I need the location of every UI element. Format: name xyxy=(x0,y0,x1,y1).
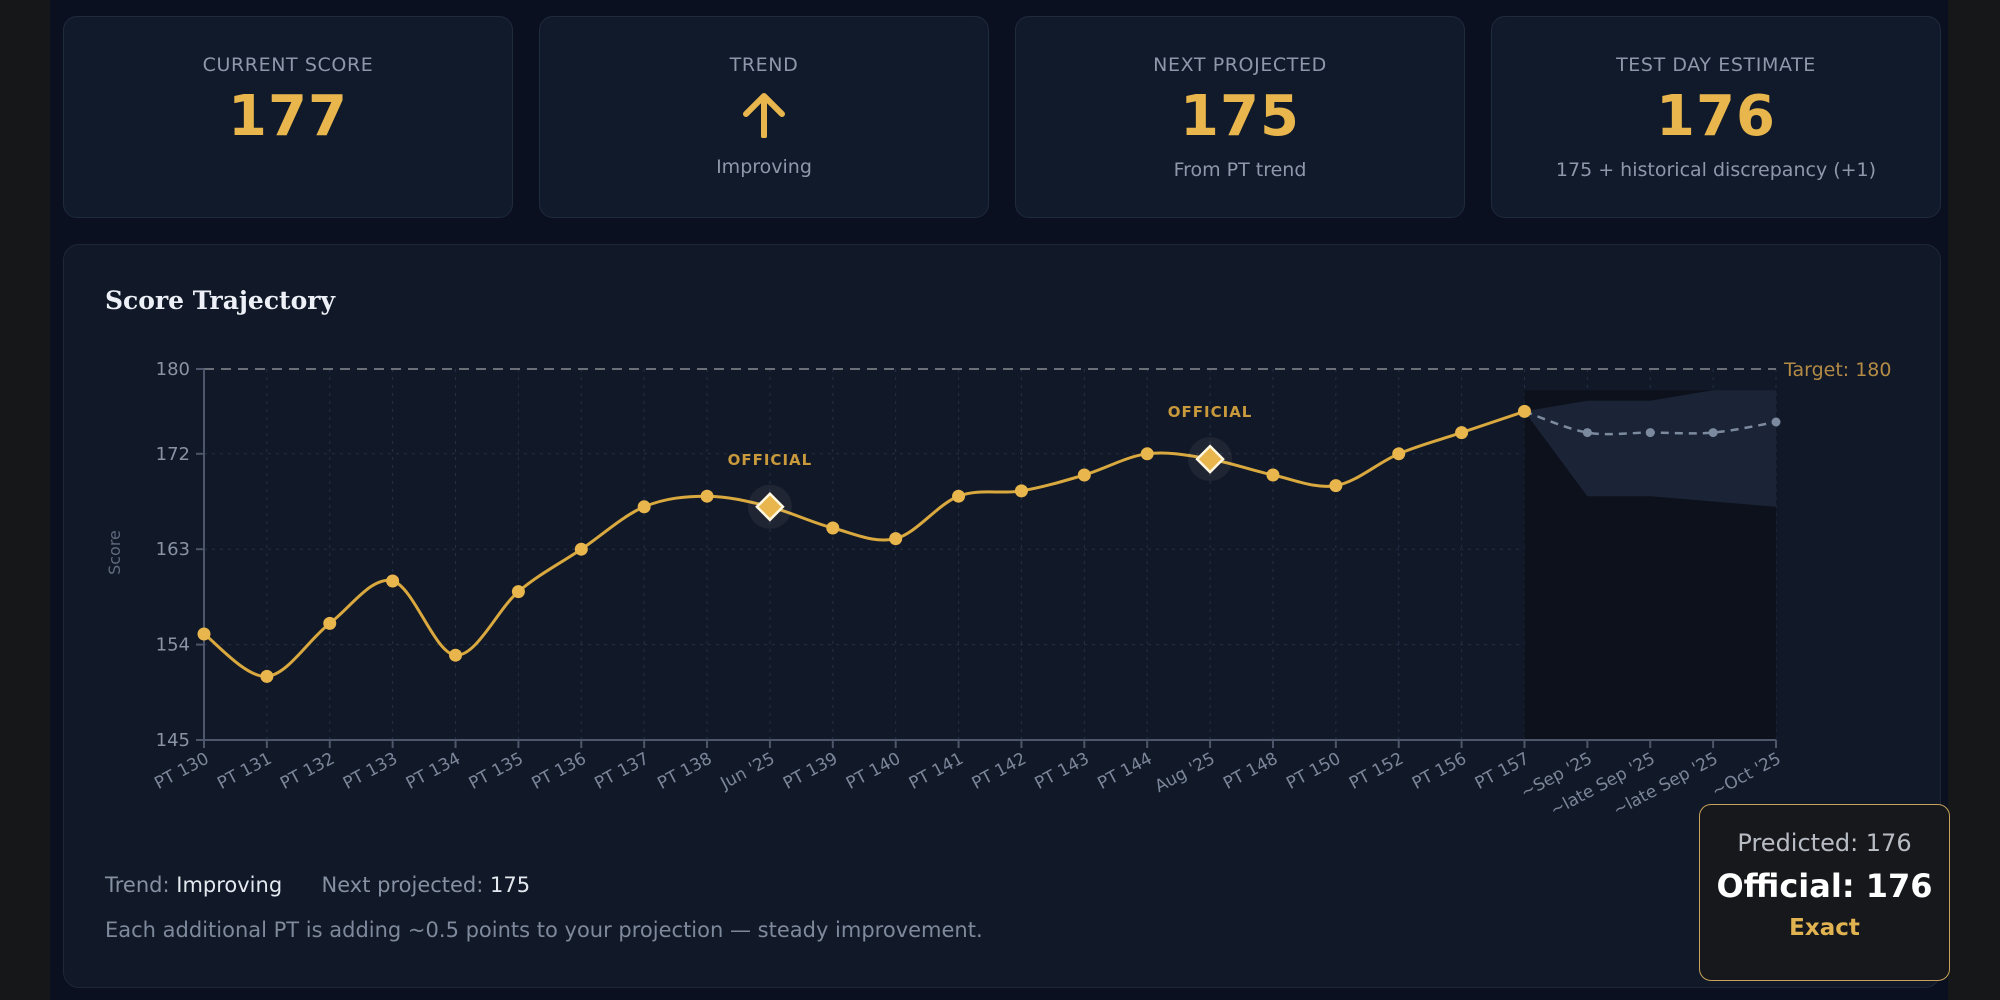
tooltip-result: Exact xyxy=(1789,915,1860,941)
practice-score-point xyxy=(386,574,400,588)
practice-score-point xyxy=(1329,479,1343,493)
projection-note: Each additional PT is adding ~0.5 points… xyxy=(105,918,983,942)
current-score-label: CURRENT SCORE xyxy=(202,54,374,76)
trend-summary: Trend: Improving Next projected: 175 xyxy=(105,873,530,897)
next-projected-value: 175 xyxy=(1180,84,1300,149)
practice-score-point xyxy=(1077,468,1091,482)
trend-text: Improving xyxy=(716,156,812,178)
official-score-marker xyxy=(1195,444,1225,474)
score-trajectory-panel: Score Trajectory Target: 180 145 154 163 172… xyxy=(63,244,1941,988)
trend-summary-label: Trend: xyxy=(105,873,170,897)
practice-score-point xyxy=(826,521,840,535)
practice-score-point xyxy=(1392,447,1406,461)
x-tick-label: PT 140 xyxy=(843,749,904,794)
test-day-estimate-card: TEST DAY ESTIMATE 176 175 + historical d… xyxy=(1491,16,1941,218)
projection-point xyxy=(1645,428,1655,438)
practice-score-line xyxy=(203,409,1525,678)
x-tick-label: PT 133 xyxy=(340,749,401,794)
official-score-marker xyxy=(755,492,785,522)
practice-score-point xyxy=(889,532,903,546)
practice-score-point xyxy=(1014,484,1028,498)
panel-title: Score Trajectory xyxy=(105,286,335,315)
projection-point xyxy=(1582,428,1592,438)
x-tick-label: PT 132 xyxy=(277,749,338,794)
projection-point xyxy=(1771,417,1781,427)
x-tick-label: PT 144 xyxy=(1095,749,1156,794)
x-tick-label: ~late Sep '25 xyxy=(1547,749,1659,821)
practice-score-point xyxy=(260,669,274,683)
tooltip-predicted: Predicted: 176 xyxy=(1737,829,1912,857)
x-tick-label: PT 148 xyxy=(1220,749,1281,794)
x-tick-label: PT 142 xyxy=(969,749,1030,794)
projection-point xyxy=(1708,428,1718,438)
y-axis-label: Score xyxy=(105,530,124,575)
next-summary-value: 175 xyxy=(490,873,531,897)
y-tick-label: 145 xyxy=(156,730,190,751)
practice-score-point xyxy=(637,500,651,514)
practice-score-point xyxy=(1266,468,1280,482)
next-projected-card: NEXT PROJECTED 175 From PT trend xyxy=(1015,16,1465,218)
test-day-label: TEST DAY ESTIMATE xyxy=(1616,54,1816,76)
x-tick-label: Jun '25 xyxy=(717,749,779,794)
practice-score-point xyxy=(449,648,463,662)
trend-label: TREND xyxy=(729,54,799,76)
x-tick-label: PT 136 xyxy=(529,749,590,794)
practice-score-point xyxy=(1455,426,1469,440)
current-score-value: 177 xyxy=(228,84,348,149)
arrow-up-icon xyxy=(540,92,988,139)
practice-score-point xyxy=(1517,404,1531,418)
practice-score-point xyxy=(1140,447,1154,461)
y-tick-label: 163 xyxy=(156,539,190,560)
x-tick-label: PT 138 xyxy=(654,749,715,794)
tooltip-official: Official: 176 xyxy=(1716,867,1933,905)
x-tick-label: PT 139 xyxy=(780,749,841,794)
official-label: OFFICIAL xyxy=(1168,403,1253,421)
x-tick-label: PT 152 xyxy=(1346,749,1407,794)
prediction-tooltip: Predicted: 176 Official: 176 Exact xyxy=(1699,804,1950,981)
trend-summary-value: Improving xyxy=(176,873,283,897)
x-tick-label: PT 150 xyxy=(1283,749,1344,794)
official-label: OFFICIAL xyxy=(728,451,813,469)
trend-card: TREND Improving xyxy=(539,16,989,218)
target-label: Target: 180 xyxy=(1783,359,1892,381)
next-projected-label: NEXT PROJECTED xyxy=(1153,54,1327,76)
test-day-value: 176 xyxy=(1656,84,1776,149)
current-score-card: CURRENT SCORE 177 xyxy=(63,16,513,218)
y-tick-label: 154 xyxy=(156,635,190,656)
practice-score-point xyxy=(323,616,337,630)
y-tick-label: 172 xyxy=(156,444,190,465)
test-day-sub: 175 + historical discrepancy (+1) xyxy=(1555,159,1877,181)
practice-score-point xyxy=(197,627,211,641)
y-tick-label: 180 xyxy=(156,359,190,380)
x-tick-label: PT 156 xyxy=(1409,749,1470,794)
x-tick-label: PT 135 xyxy=(466,749,527,794)
x-tick-label: PT 141 xyxy=(906,749,967,794)
x-tick-label: Aug '25 xyxy=(1152,749,1219,797)
projection-band xyxy=(1524,390,1776,507)
x-tick-label: PT 143 xyxy=(1032,749,1093,794)
next-summary-label: Next projected: xyxy=(321,873,484,897)
x-tick-label: PT 130 xyxy=(151,749,212,794)
practice-score-point xyxy=(700,489,714,503)
practice-score-point xyxy=(574,542,588,556)
x-tick-label: PT 134 xyxy=(403,749,464,794)
practice-score-point xyxy=(511,585,525,599)
x-tick-label: ~Oct '25 xyxy=(1708,749,1784,802)
x-tick-label: PT 137 xyxy=(591,749,652,794)
x-tick-label: PT 131 xyxy=(214,749,275,794)
next-projected-sub: From PT trend xyxy=(1173,159,1307,181)
practice-score-point xyxy=(952,489,966,503)
